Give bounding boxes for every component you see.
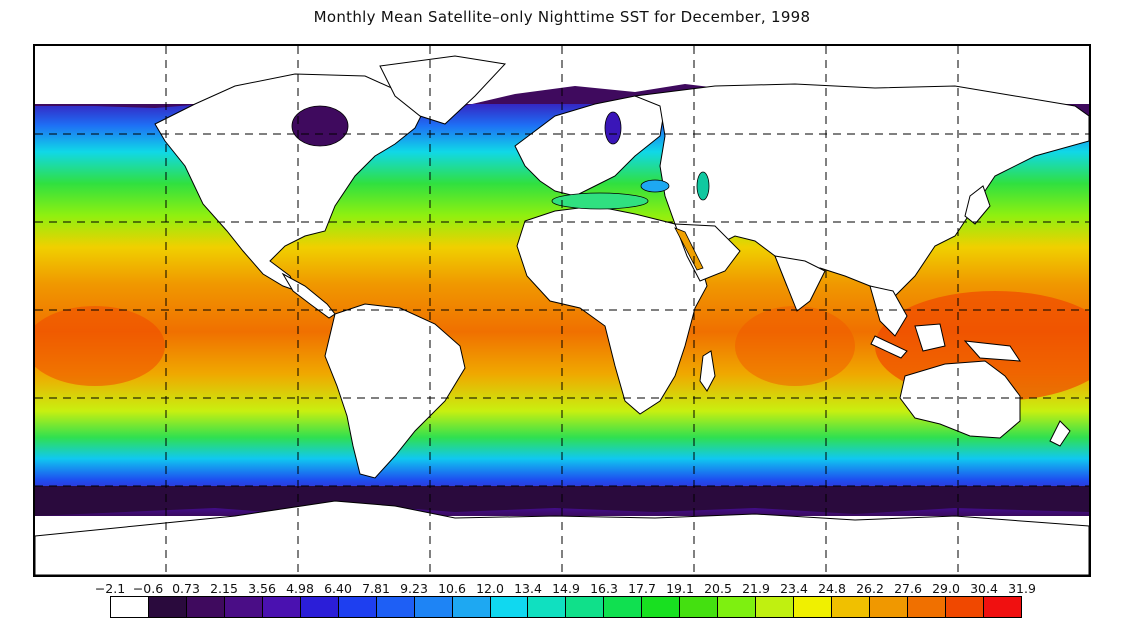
graticule [35,46,1089,575]
colorbar-tick-label: 26.2 [856,581,884,596]
hudson-bay [291,105,349,147]
borneo [914,323,946,352]
colorbar-tick-label: 21.9 [742,581,770,596]
red-sea [674,227,704,271]
colorbar-swatch [794,597,833,617]
japan [964,185,991,225]
colorbar-swatch [756,597,795,617]
colorbar-tick-label: 31.9 [1008,581,1036,596]
colorbar-tick-label: 16.3 [590,581,618,596]
colorbar-swatch [452,597,491,617]
colorbar-tick-label: −2.1 [94,581,126,596]
arabia [674,223,741,282]
greenland [379,55,507,125]
colorbar-swatch [642,597,681,617]
colorbar-swatch [983,597,1021,617]
colorbar-tick-label: 30.4 [970,581,998,596]
colorbar-swatch [604,597,643,617]
colorbar-tick-label: 19.1 [666,581,694,596]
colorbar-tick-label: 20.5 [704,581,732,596]
colorbar-tick-label: 12.0 [476,581,504,596]
colorbar-swatch [300,597,339,617]
colorbar-swatch [148,597,187,617]
colorbar-tick-label: −0.6 [132,581,164,596]
colorbar-tick-label: 3.56 [248,581,276,596]
colorbar-swatch [680,597,719,617]
map-title: Monthly Mean Satellite–only Nighttime SS… [313,8,811,26]
east-pacific-warm-pool [35,306,165,386]
colorbar-swatch [908,597,946,617]
indian-ocean-warm [735,306,855,386]
colorbar-tick-label: 29.0 [932,581,960,596]
colorbar-tick-labels: −2.1 −0.6 0.73 2.15 3.56 4.98 6.40 7.81 9.23 10.6… [0,579,1124,597]
australia [899,360,1021,439]
colorbar-swatch [718,597,757,617]
black-sea [640,179,670,193]
colorbar-tick-label: 0.73 [172,581,200,596]
new-zealand [1049,420,1071,447]
mediterranean-sea [551,192,649,210]
baltic-sea [604,111,622,145]
caspian-sea [696,171,710,201]
colorbar-swatch [224,597,263,617]
colorbar-swatch [262,597,301,617]
sst-world-map [33,44,1091,577]
central-america [281,272,336,319]
colorbar-tick-label: 2.15 [210,581,238,596]
indochina [869,285,908,337]
colorbar-tick-label: 27.6 [894,581,922,596]
new-guinea [963,340,1021,362]
colorbar-tick-label: 14.9 [552,581,580,596]
colorbar-swatch [111,597,149,617]
madagascar [699,350,716,392]
colorbar-swatch [186,597,225,617]
colorbar-swatch [832,597,871,617]
india [774,255,826,312]
colorbar-swatch [338,597,377,617]
colorbar-tick-label: 10.6 [438,581,466,596]
colorbar-tick-label: 13.4 [514,581,542,596]
colorbar-tick-label: 7.81 [362,581,390,596]
colorbar-swatch [376,597,415,617]
colorbar-swatch [566,597,605,617]
europe [514,95,666,197]
colorbar-swatch [528,597,567,617]
colorbar-tick-label: 23.4 [780,581,808,596]
colorbar-swatch [414,597,453,617]
colorbar-tick-label: 6.40 [324,581,352,596]
colorbar-tick-label: 24.8 [818,581,846,596]
colorbar-tick-label: 9.23 [400,581,428,596]
colorbar-tick-label: 17.7 [628,581,656,596]
colorbar [110,596,1022,618]
colorbar-tick-label: 4.98 [286,581,314,596]
colorbar-swatch [490,597,529,617]
colorbar-swatch [870,597,909,617]
sumatra [870,335,908,359]
colorbar-swatch [945,597,984,617]
